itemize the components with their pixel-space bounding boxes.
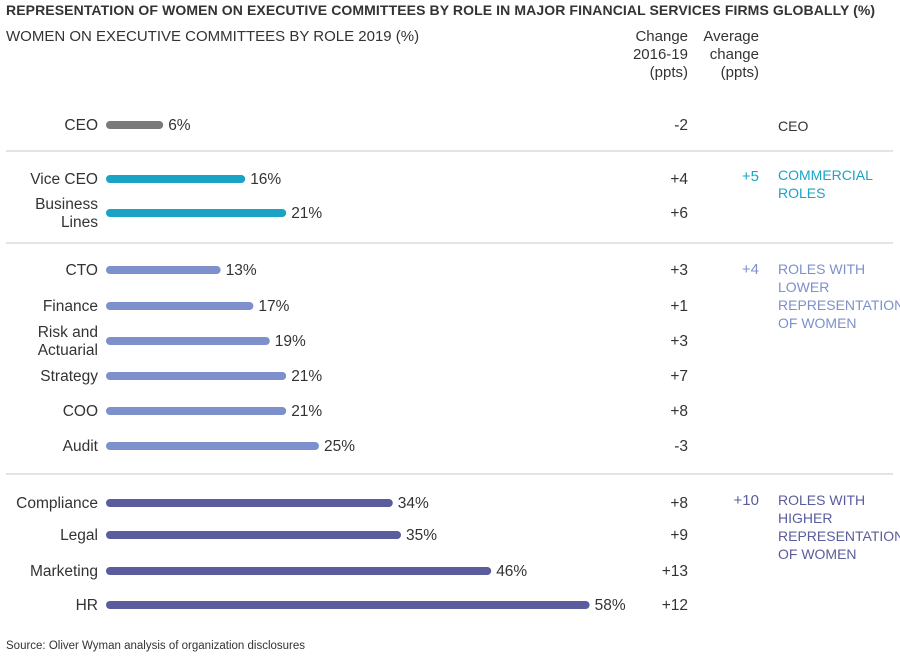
category-label: COO (63, 403, 98, 420)
average-change-column-header: Average change (ppts) (680, 28, 759, 82)
value-label: 46% (496, 563, 527, 580)
change-value: +8 (670, 495, 688, 512)
change-value: +9 (670, 527, 688, 544)
category-label: HR (76, 597, 98, 614)
chart-title: REPRESENTATION OF WOMEN ON EXECUTIVE COM… (6, 2, 876, 18)
category-label: Audit (63, 438, 99, 455)
change-value: +3 (670, 333, 688, 350)
change-value: +1 (670, 298, 688, 315)
category-label: CEO (64, 117, 98, 134)
average-header-line: change (709, 46, 759, 63)
value-label: 35% (406, 527, 437, 544)
source-note: Source: Oliver Wyman analysis of organiz… (6, 640, 306, 652)
change-header-line: 2016-19 (632, 46, 688, 63)
value-label: 21% (291, 403, 322, 420)
average-header-line: (ppts) (720, 64, 759, 81)
category-label: Legal (60, 527, 98, 544)
value-label: 16% (250, 171, 281, 188)
change-value: +4 (670, 171, 688, 188)
category-label: Risk and (38, 324, 98, 341)
group-label: REPRESENTATION (778, 297, 900, 313)
group-label: CEO (778, 118, 808, 134)
group-label: ROLES WITH (778, 492, 865, 508)
group-label: OF WOMEN (778, 315, 857, 331)
average-header-line: Average (703, 28, 759, 45)
group-label: ROLES WITH (778, 261, 865, 277)
chart-subtitle: WOMEN ON EXECUTIVE COMMITTEES BY ROLE 20… (6, 28, 420, 45)
value-label: 13% (226, 262, 257, 279)
change-column-header: Change 2016-19 (ppts) (600, 28, 688, 82)
category-label: Vice CEO (30, 171, 98, 188)
change-value: +7 (670, 368, 688, 385)
change-value: +3 (670, 262, 688, 279)
change-value: -2 (674, 117, 688, 134)
group-label: OF WOMEN (778, 546, 857, 562)
category-label: Actuarial (38, 342, 98, 359)
change-header-line: Change (635, 28, 688, 45)
change-header-line: (ppts) (649, 64, 688, 81)
value-label: 34% (398, 495, 429, 512)
value-label: 21% (291, 368, 322, 385)
change-value: +12 (662, 597, 688, 614)
category-label: Lines (61, 214, 98, 231)
value-label: 58% (595, 597, 626, 614)
group-label: ROLES (778, 185, 825, 201)
value-label: 17% (258, 298, 289, 315)
change-value: -3 (674, 438, 688, 455)
average-change-value: +5 (742, 168, 759, 185)
change-value: +8 (670, 403, 688, 420)
category-label: Marketing (30, 563, 98, 580)
group-label: COMMERCIAL (778, 167, 873, 183)
value-label: 21% (291, 205, 322, 222)
value-label: 19% (275, 333, 306, 350)
group-label: LOWER (778, 279, 829, 295)
average-change-value: +10 (734, 492, 759, 509)
group-label: REPRESENTATION (778, 528, 900, 544)
category-label: Business (35, 196, 98, 213)
category-label: CTO (66, 262, 98, 279)
average-change-value: +4 (742, 261, 759, 278)
group-label: HIGHER (778, 510, 832, 526)
change-value: +6 (670, 205, 688, 222)
value-label: 6% (168, 117, 191, 134)
category-label: Compliance (16, 495, 98, 512)
category-label: Strategy (40, 368, 98, 385)
change-value: +13 (662, 563, 688, 580)
category-label: Finance (43, 298, 98, 315)
value-label: 25% (324, 438, 355, 455)
